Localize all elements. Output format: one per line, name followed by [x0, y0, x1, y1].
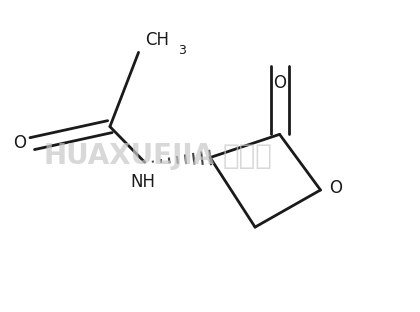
Text: 3: 3	[178, 44, 186, 57]
Text: O: O	[329, 179, 341, 197]
Text: O: O	[273, 74, 286, 92]
Text: CH: CH	[144, 31, 169, 49]
Text: O: O	[13, 134, 26, 152]
Text: NH: NH	[130, 173, 155, 191]
Text: 化学加: 化学加	[222, 142, 272, 170]
Text: HUAXUEJIA: HUAXUEJIA	[43, 142, 214, 170]
